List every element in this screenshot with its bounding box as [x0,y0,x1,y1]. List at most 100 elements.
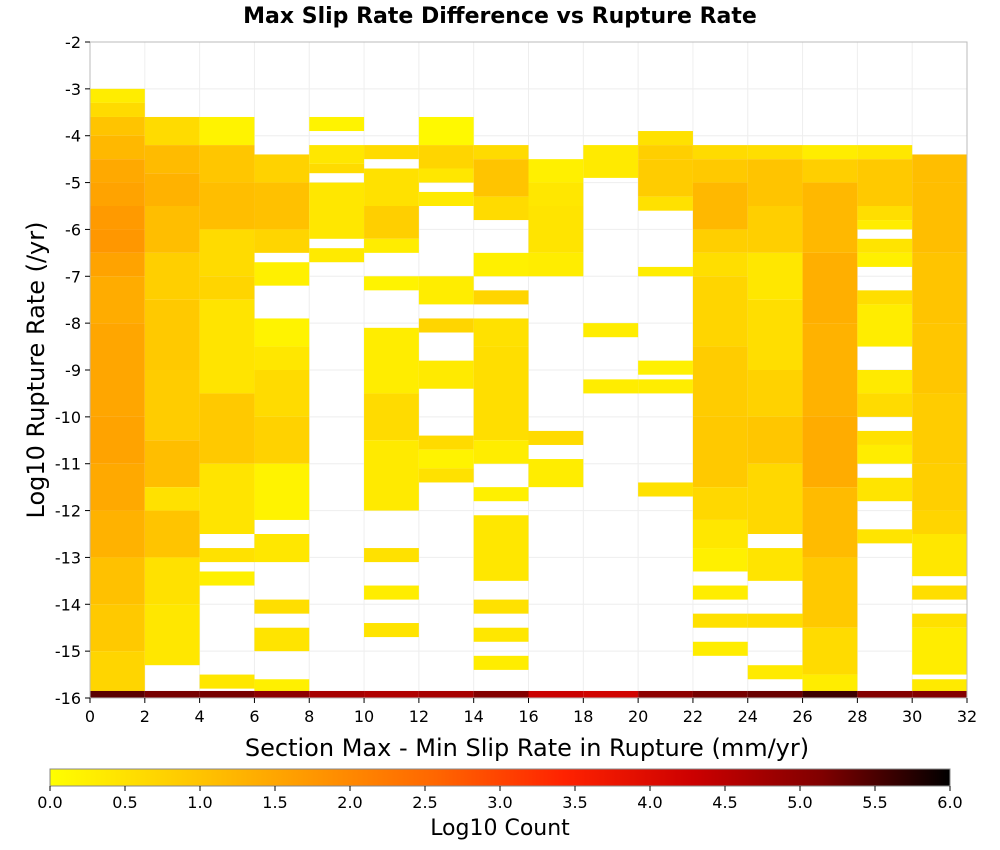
heatmap-cell [199,145,255,183]
colorbar-label: Log10 Count [430,816,570,841]
heatmap-cell [309,116,365,132]
heatmap-cell [638,196,693,211]
x-tick-label: 22 [683,707,703,726]
heatmap-cell [583,323,639,338]
heatmap-cells [90,88,967,698]
y-tick-label: -8 [65,314,81,333]
heatmap-cell [199,229,255,277]
heatmap-cell [254,463,310,520]
heatmap-cell [747,548,803,581]
heatmap-cell [802,627,858,675]
y-axis-label: Log10 Rupture Rate (/yr) [22,222,50,519]
heatmap-cell [254,182,310,230]
heatmap-cell [199,299,255,394]
heatmap-cell [692,252,748,277]
heatmap-cell [857,145,913,160]
heatmap-cell [254,599,310,614]
heatmap-cell [418,318,474,333]
heatmap-cell [473,145,529,160]
heatmap-cell [90,135,145,160]
heatmap-cell [144,145,200,174]
colorbar-tick-label: 1.0 [187,793,212,812]
heatmap-cell [912,613,967,628]
heatmap-cell [692,548,748,572]
heatmap-cell [364,238,419,253]
colorbar-tick-label: 2.0 [337,793,362,812]
heatmap-cell [144,604,200,666]
colorbar-tick-label: 5.0 [787,793,812,812]
heatmap-cell [473,252,529,277]
heatmap-cell [473,318,529,347]
y-tick-label: -16 [55,689,81,708]
x-tick-label: 26 [792,707,812,726]
heatmap-cell [90,88,145,103]
heatmap-cell [802,557,858,628]
heatmap-cell [364,327,419,394]
heatmap-cell [583,379,639,394]
y-tick-label: -7 [65,267,81,286]
heatmap-cell [857,304,913,347]
heatmap-cell [90,159,145,183]
colorbar-tick-label: 3.5 [562,793,587,812]
heatmap-cell [638,379,693,394]
y-tick-label: -4 [65,127,81,146]
heatmap-cell [144,252,200,300]
x-tick-label: 14 [464,707,484,726]
heatmap-cell [418,145,474,169]
heatmap-cell [309,182,365,239]
heatmap-cell [912,585,967,600]
heatmap-cell [364,168,419,206]
x-axis-ticks: 0 2 4 6 8 10 12 14 16 18 20 22 24 26 28 30 32 [85,698,977,726]
x-tick-label: 28 [847,707,867,726]
heatmap-cell [857,529,913,544]
heatmap-cell [144,510,200,558]
x-tick-label: 6 [249,707,259,726]
heatmap-cell [418,191,474,206]
heatmap-cell [473,515,529,581]
heatmap-cell [254,154,310,183]
heatmap-cell [692,641,748,656]
heatmap-cell [309,163,365,174]
x-tick-label: 10 [354,707,374,726]
heatmap-cell [418,168,474,183]
heatmap-cell [254,627,310,652]
heatmap-cell [857,290,913,305]
heatmap-cell [90,102,145,117]
heatmap-cell [912,627,967,675]
heatmap-cell [802,690,858,698]
heatmap-cell [528,206,584,253]
heatmap-cell [802,182,858,253]
heatmap-cell [473,196,529,221]
colorbar [49,768,951,787]
x-tick-label: 16 [518,707,538,726]
heatmap-cell [638,690,693,698]
heatmap-cell [309,690,365,698]
heatmap-cell [857,370,913,394]
heatmap-cell [199,276,255,300]
heatmap-cell [747,370,803,417]
heatmap-cell [144,487,200,511]
heatmap-cell [528,252,584,277]
heatmap-cell [528,182,584,206]
y-tick-label: -2 [65,33,81,52]
heatmap-cell [364,690,419,698]
heatmap-cell [473,627,529,642]
heatmap-cell [802,252,858,324]
heatmap-cell [364,440,419,511]
heatmap-cell [90,557,145,605]
heatmap-cell [912,154,967,183]
heatmap-cell [747,299,803,370]
heatmap-cell [528,430,584,445]
x-tick-label: 2 [140,707,150,726]
heatmap-cell [473,346,529,441]
heatmap-cell [364,548,419,563]
heatmap-cell [364,393,419,441]
heatmap-cell [418,468,474,483]
heatmap-cell [692,585,748,600]
y-tick-label: -9 [65,361,81,380]
heatmap-cell [364,145,419,160]
heatmap-cell [309,145,365,164]
heatmap-cell [254,318,310,347]
colorbar-tick-label: 3.0 [487,793,512,812]
